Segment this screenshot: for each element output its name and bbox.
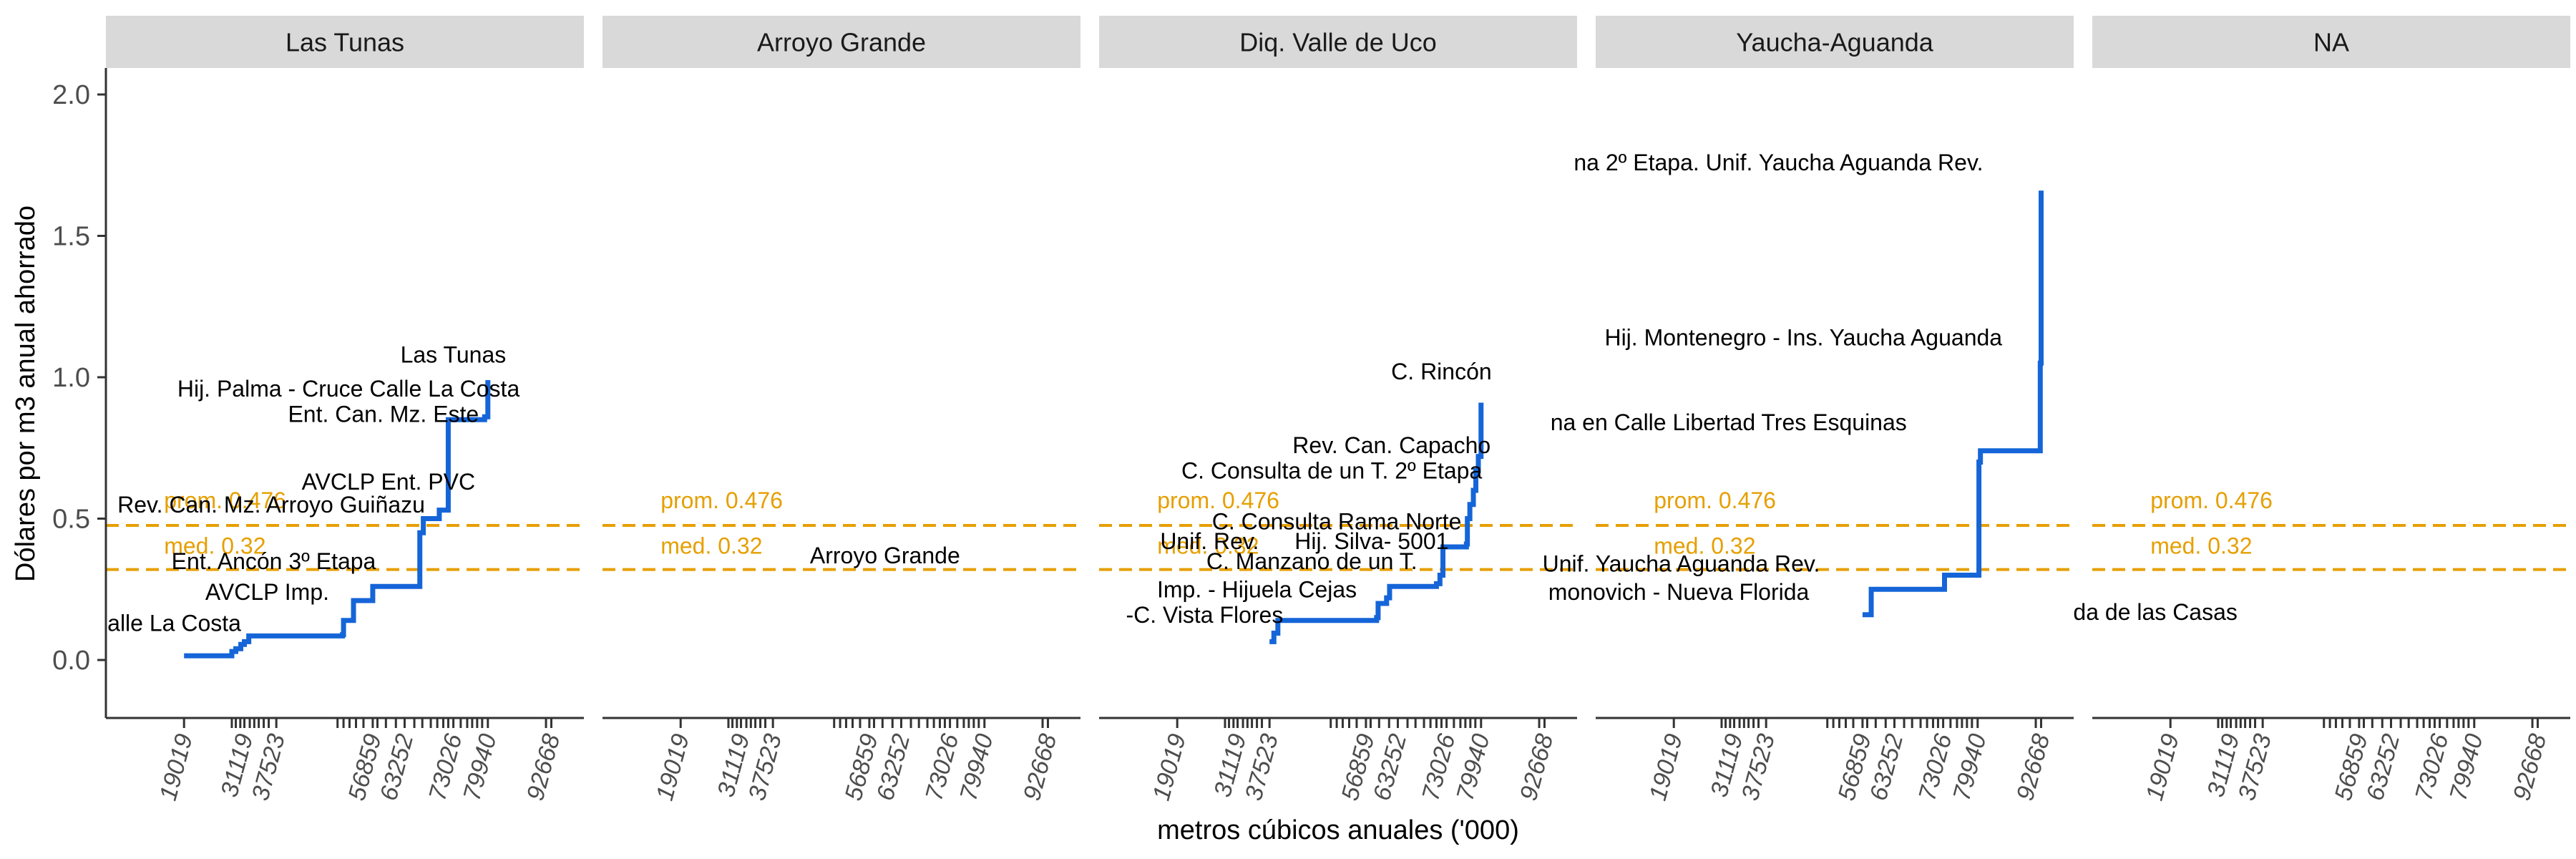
project-label: -C. Vista Flores: [1126, 602, 1283, 628]
y-tick-label: 1.5: [52, 222, 90, 252]
reference-label: prom. 0.476: [1157, 487, 1279, 513]
project-label: C. Rincón: [1391, 359, 1492, 384]
x-tick-label: 19019: [2141, 731, 2185, 803]
project-label: Ent. Can. Mz. Este: [288, 401, 479, 427]
project-label: Hij. Palma - Cruce Calle La Costa: [177, 376, 520, 402]
reference-label: prom. 0.476: [2150, 487, 2273, 513]
project-label: da de las Casas: [2073, 599, 2237, 625]
x-tick-label: 19019: [1644, 731, 1688, 803]
x-tick-label: 92668: [2508, 731, 2552, 803]
y-tick-label: 2.0: [52, 80, 90, 110]
facet-strip-label: Yaucha-Aguanda: [1736, 28, 1934, 57]
x-tick-label: 92668: [522, 731, 565, 803]
y-tick-label: 0.0: [52, 646, 90, 676]
y-tick-label: 1.0: [52, 363, 90, 393]
project-label: C. Consulta de un T. 2º Etapa: [1181, 457, 1482, 483]
y-tick-label: 0.5: [52, 505, 90, 535]
project-labels: Calle La Costa AVCLP Imp. Ent. Ancón 3º Et…: [91, 341, 520, 636]
facet-strip-label: NA: [2313, 28, 2349, 57]
y-axis-title: Dólares por m3 anual ahorrado: [11, 205, 41, 582]
facet-strip-label: Diq. Valle de Uco: [1239, 28, 1436, 57]
project-label: C. Consulta Rama Norte: [1212, 508, 1462, 534]
reference-label: med. 0.32: [1157, 533, 1259, 559]
reference-label: med. 0.32: [660, 533, 762, 559]
project-label: Hij. Silva- 5001: [1294, 528, 1448, 554]
reference-label: med. 0.32: [164, 533, 265, 559]
x-tick-label: 19019: [155, 731, 198, 803]
project-labels: Arroyo Grande: [810, 543, 960, 568]
y-axis: 0.0 0.5 1.0 1.5 2.0: [52, 68, 107, 718]
reference-label: med. 0.32: [2150, 533, 2252, 559]
project-label: Imp. - Hijuela Cejas: [1157, 576, 1357, 602]
x-tick-label: 19019: [651, 731, 695, 803]
x-axis-title: metros cúbicos anuales ('000): [1157, 815, 1519, 845]
step-series-line: [1269, 402, 1484, 644]
project-label: monovich - Nueva Florida: [1548, 579, 1810, 605]
project-label: Hij. Montenegro - Ins. Yaucha Aguanda: [1604, 325, 2002, 351]
project-label: Calle La Costa: [91, 611, 241, 636]
reference-label: prom. 0.476: [660, 487, 783, 513]
reference-label: prom. 0.476: [1654, 487, 1776, 513]
facet-strip: [1099, 16, 1577, 68]
project-label: na 2º Etapa. Unif. Yaucha Aguanda Rev.: [1574, 150, 1983, 175]
project-labels: da de las Casas: [2073, 599, 2237, 625]
step-series-line: [1862, 190, 2044, 618]
project-label: AVCLP Imp.: [205, 579, 329, 605]
project-label: Rev. Can. Capacho: [1292, 432, 1491, 458]
x-tick-label: 92668: [1018, 731, 1062, 803]
facet-strip: [602, 16, 1080, 68]
facet-strip: [2092, 16, 2570, 68]
project-label: Ent. Ancón 3º Etapa: [172, 548, 376, 574]
project-label: Rev. Can. Mz. Arroyo Guiñazu: [117, 492, 425, 518]
x-tick-label: 92668: [2011, 731, 2055, 803]
step-series-line: [184, 379, 491, 659]
x-tick-label: 92668: [1515, 731, 1558, 803]
project-label: C. Manzano de un T.: [1206, 548, 1418, 574]
project-label: Unif. Yaucha Aguanda Rev.: [1543, 551, 1820, 577]
project-label: Unif. Rev.: [1160, 528, 1259, 554]
facet-strip: [106, 16, 584, 68]
facet-strip: [1596, 16, 2074, 68]
facet-strip-label: Las Tunas: [286, 28, 404, 57]
x-tick-label: 19019: [1148, 731, 1191, 803]
reference-label: prom. 0.476: [164, 487, 286, 513]
project-label: Arroyo Grande: [810, 543, 960, 568]
facet-strip-label: Arroyo Grande: [757, 28, 926, 57]
reference-label: med. 0.32: [1654, 533, 1755, 559]
project-label: na en Calle Libertad Tres Esquinas: [1551, 409, 1907, 435]
project-label: AVCLP Ent. PVC: [302, 469, 475, 495]
project-label: Las Tunas: [401, 341, 507, 367]
